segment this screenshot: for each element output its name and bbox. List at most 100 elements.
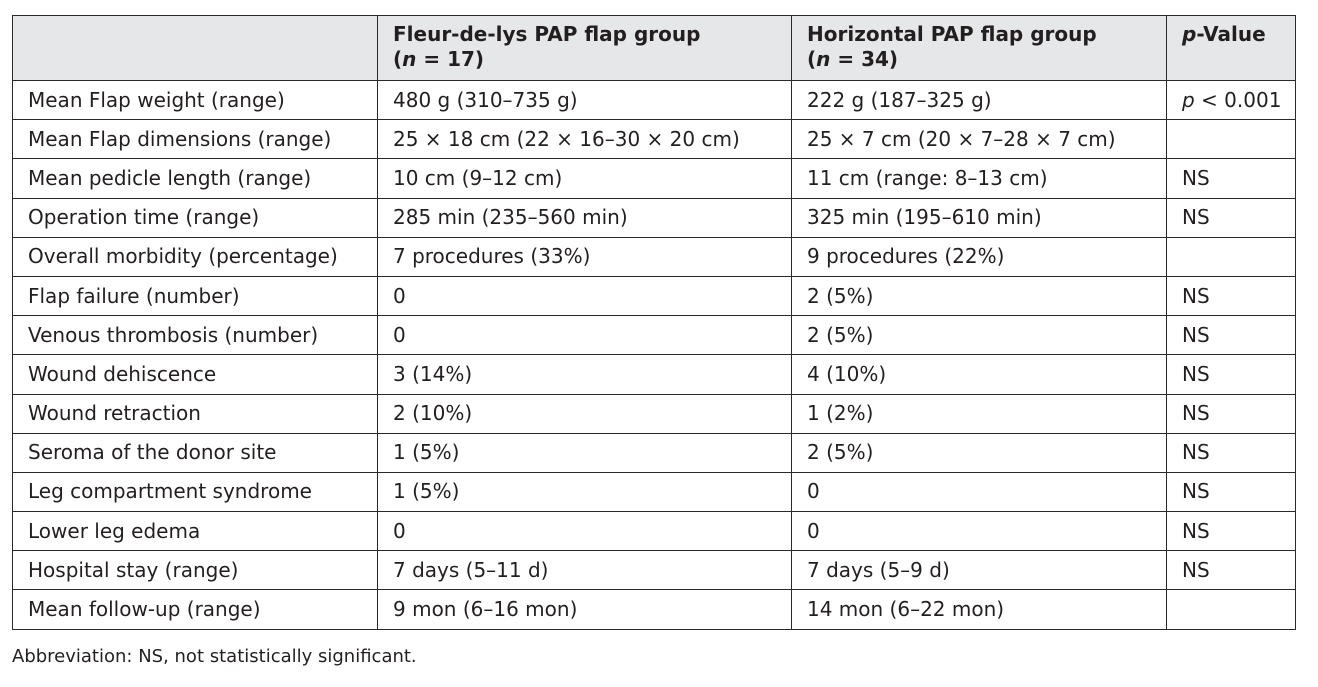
fleur-de-lys-value-cell: 0 xyxy=(377,511,792,552)
table-row: Wound retraction 2 (10%) 1 (2%) NS xyxy=(12,393,1296,434)
header-cell-p-value: p-Value xyxy=(1166,15,1296,81)
fleur-de-lys-value-cell: 25 × 18 cm (22 × 16–30 × 20 cm) xyxy=(377,119,792,160)
header-fleur-n-value: = 17) xyxy=(416,47,485,71)
row-label-cell: Hospital stay (range) xyxy=(12,550,378,591)
row-label-cell: Overall morbidity (percentage) xyxy=(12,236,378,277)
horizontal-value-cell: 25 × 7 cm (20 × 7–28 × 7 cm) xyxy=(791,119,1167,160)
table-row: Hospital stay (range) 7 days (5–11 d) 7 da… xyxy=(12,550,1296,591)
p-value-text: < 0.001 xyxy=(1194,87,1282,112)
horizontal-value-cell: 2 (5%) xyxy=(791,315,1167,356)
header-fleur-n-symbol: n xyxy=(402,47,417,71)
fleur-de-lys-value-cell: 2 (10%) xyxy=(377,393,792,434)
fleur-de-lys-value-cell: 7 procedures (33%) xyxy=(377,236,792,277)
fleur-de-lys-value-cell: 10 cm (9–12 cm) xyxy=(377,158,792,199)
row-label-cell: Wound retraction xyxy=(12,393,378,434)
header-cell-fleur-de-lys-group: Fleur-de-lys PAP flap group (n = 17) xyxy=(377,15,792,81)
row-label-cell: Lower leg edema xyxy=(12,511,378,552)
header-row: Fleur-de-lys PAP flap group (n = 17) Hor… xyxy=(12,15,1296,81)
table-footnote: Abbreviation: NS, not statistically sign… xyxy=(12,646,417,667)
p-value-text: NS xyxy=(1182,322,1210,347)
p-value-cell: NS xyxy=(1166,550,1296,591)
row-label-cell: Operation time (range) xyxy=(12,197,378,238)
horizontal-value-cell: 0 xyxy=(791,471,1167,513)
p-value-text: NS xyxy=(1182,518,1210,543)
row-label-cell: Mean follow-up (range) xyxy=(12,589,378,630)
row-label-cell: Flap failure (number) xyxy=(12,275,378,317)
p-value-cell: NS xyxy=(1166,511,1296,552)
table-row: Overall morbidity (percentage) 7 procedur… xyxy=(12,236,1296,277)
p-value-cell xyxy=(1166,589,1296,630)
p-value-text: NS xyxy=(1182,401,1210,426)
p-value-cell: NS xyxy=(1166,197,1296,238)
horizontal-value-cell: 14 mon (6–22 mon) xyxy=(791,589,1167,630)
fleur-de-lys-value-cell: 9 mon (6–16 mon) xyxy=(377,589,792,630)
fleur-de-lys-value-cell: 3 (14%) xyxy=(377,354,792,395)
fleur-de-lys-value-cell: 0 xyxy=(377,275,792,317)
table-row: Operation time (range) 285 min (235–560 m… xyxy=(12,197,1296,238)
row-label-cell: Leg compartment syndrome xyxy=(12,471,378,513)
table-row: Seroma of the donor site 1 (5%) 2 (5%) NS xyxy=(12,432,1296,473)
p-value-text: NS xyxy=(1182,165,1210,190)
table-row: Mean follow-up (range) 9 mon (6–16 mon) 14… xyxy=(12,589,1296,630)
row-label-cell: Wound dehiscence xyxy=(12,354,378,395)
p-value-text: NS xyxy=(1182,440,1210,465)
table-row: Mean Flap weight (range) 480 g (310–735 g… xyxy=(12,79,1296,121)
p-value-text: NS xyxy=(1182,283,1210,308)
header-horizontal-n-symbol: n xyxy=(816,47,831,71)
row-label-cell: Mean Flap weight (range) xyxy=(12,79,378,121)
row-label-cell: Venous thrombosis (number) xyxy=(12,315,378,356)
p-value-text: NS xyxy=(1182,479,1210,504)
fleur-de-lys-value-cell: 1 (5%) xyxy=(377,471,792,513)
header-cell-horizontal-group: Horizontal PAP flap group (n = 34) xyxy=(791,15,1167,81)
fleur-de-lys-value-cell: 1 (5%) xyxy=(377,432,792,473)
table-row: Leg compartment syndrome 1 (5%) 0 NS xyxy=(12,471,1296,513)
fleur-de-lys-value-cell: 0 xyxy=(377,315,792,356)
table-row: Lower leg edema 0 0 NS xyxy=(12,511,1296,552)
p-value-cell: NS xyxy=(1166,158,1296,199)
table-row: Mean Flap dimensions (range) 25 × 18 cm (… xyxy=(12,119,1296,160)
row-label-cell: Seroma of the donor site xyxy=(12,432,378,473)
header-fleur-title: Fleur-de-lys PAP flap group xyxy=(393,22,701,46)
horizontal-value-cell: 11 cm (range: 8–13 cm) xyxy=(791,158,1167,199)
p-value-cell: NS xyxy=(1166,354,1296,395)
p-value-cell: NS xyxy=(1166,315,1296,356)
table-row: Flap failure (number) 0 2 (5%) NS xyxy=(12,275,1296,317)
horizontal-value-cell: 2 (5%) xyxy=(791,275,1167,317)
p-value-cell: p < 0.001 xyxy=(1166,79,1296,121)
comparison-table: Fleur-de-lys PAP flap group (n = 17) Hor… xyxy=(12,15,1296,630)
header-cell-blank xyxy=(12,15,378,81)
horizontal-value-cell: 4 (10%) xyxy=(791,354,1167,395)
header-horizontal-paren: ( xyxy=(807,47,817,71)
row-label-cell: Mean pedicle length (range) xyxy=(12,158,378,199)
horizontal-value-cell: 2 (5%) xyxy=(791,432,1167,473)
row-label-cell: Mean Flap dimensions (range) xyxy=(12,119,378,160)
table-body: Mean Flap weight (range) 480 g (310–735 g… xyxy=(12,79,1296,630)
horizontal-value-cell: 9 procedures (22%) xyxy=(791,236,1167,277)
table-header: Fleur-de-lys PAP flap group (n = 17) Hor… xyxy=(12,15,1296,81)
header-fleur-paren: ( xyxy=(393,47,403,71)
p-value-cell xyxy=(1166,119,1296,160)
p-value-cell: NS xyxy=(1166,432,1296,473)
horizontal-value-cell: 0 xyxy=(791,511,1167,552)
p-value-cell: NS xyxy=(1166,275,1296,317)
table-row: Wound dehiscence 3 (14%) 4 (10%) NS xyxy=(12,354,1296,395)
header-fleur-sample-size: (n = 17) xyxy=(393,47,779,72)
p-value-cell: NS xyxy=(1166,393,1296,434)
header-p-rest: -Value xyxy=(1196,22,1266,46)
horizontal-value-cell: 222 g (187–325 g) xyxy=(791,79,1167,121)
horizontal-value-cell: 7 days (5–9 d) xyxy=(791,550,1167,591)
p-value-text: NS xyxy=(1182,361,1210,386)
header-horizontal-n-value: = 34) xyxy=(830,47,899,71)
p-value-symbol: p xyxy=(1182,87,1195,112)
table-row: Venous thrombosis (number) 0 2 (5%) NS xyxy=(12,315,1296,356)
comparison-table-container: Fleur-de-lys PAP flap group (n = 17) Hor… xyxy=(12,15,1296,630)
fleur-de-lys-value-cell: 480 g (310–735 g) xyxy=(377,79,792,121)
horizontal-value-cell: 1 (2%) xyxy=(791,393,1167,434)
table-row: Mean pedicle length (range) 10 cm (9–12 c… xyxy=(12,158,1296,199)
fleur-de-lys-value-cell: 7 days (5–11 d) xyxy=(377,550,792,591)
fleur-de-lys-value-cell: 285 min (235–560 min) xyxy=(377,197,792,238)
p-value-text: NS xyxy=(1182,557,1210,582)
p-value-text: NS xyxy=(1182,205,1210,230)
p-value-cell xyxy=(1166,236,1296,277)
header-horizontal-sample-size: (n = 34) xyxy=(807,47,1154,72)
